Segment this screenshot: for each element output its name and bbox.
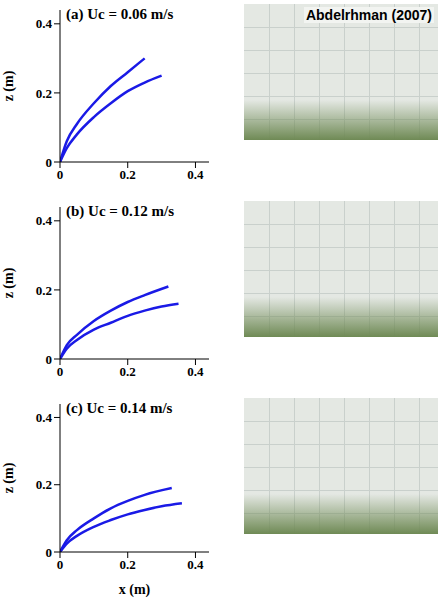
svg-text:0: 0 — [46, 545, 53, 560]
svg-text:0.2: 0.2 — [120, 167, 136, 182]
svg-text:0: 0 — [57, 557, 64, 572]
svg-text:z (m): z (m) — [1, 70, 17, 101]
svg-text:0: 0 — [46, 352, 53, 367]
svg-text:0.4: 0.4 — [36, 16, 53, 31]
svg-text:0.4: 0.4 — [36, 410, 53, 425]
svg-text:0: 0 — [57, 167, 64, 182]
svg-text:x (m): x (m) — [119, 582, 151, 598]
svg-text:z (m): z (m) — [1, 267, 17, 298]
svg-text:0: 0 — [46, 155, 53, 170]
svg-text:0.4: 0.4 — [187, 557, 204, 572]
svg-text:0.4: 0.4 — [187, 364, 204, 379]
html-text:(c) Uc = 0.14 m/s: (c) Uc = 0.14 m/s — [66, 400, 173, 416]
svg-text:z (m): z (m) — [1, 462, 17, 493]
svg-text:0.2: 0.2 — [36, 283, 52, 298]
html-text:(a) Uc = 0.06 m/s: (a) Uc = 0.06 m/s — [66, 6, 174, 22]
svg-text:0.2: 0.2 — [36, 86, 52, 101]
svg-text:0.2: 0.2 — [120, 557, 136, 572]
svg-text:0.4: 0.4 — [187, 167, 204, 182]
html-text:(b) Uc = 0.12 m/s: (b) Uc = 0.12 m/s — [66, 203, 175, 219]
svg-text:0: 0 — [57, 364, 64, 379]
svg-text:0.2: 0.2 — [120, 364, 136, 379]
html-text:Abdelrhman (2007): Abdelrhman (2007) — [306, 7, 432, 23]
svg-text:0.2: 0.2 — [36, 477, 52, 492]
svg-text:0.4: 0.4 — [36, 213, 53, 228]
